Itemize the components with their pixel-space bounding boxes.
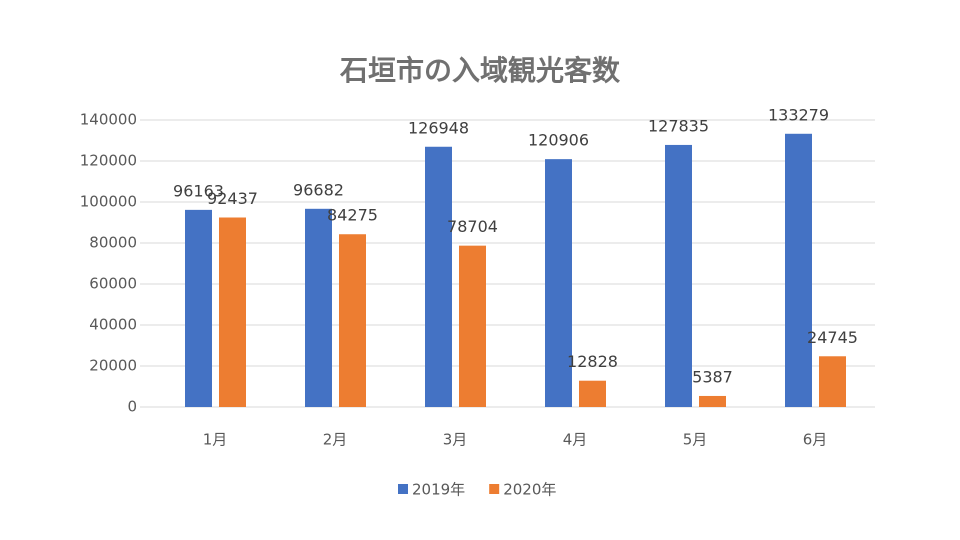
y-tick-label: 80000 [89,234,137,252]
y-tick-label: 100000 [80,193,137,211]
legend-swatch [398,484,408,494]
y-tick-label: 0 [127,398,137,416]
bar [339,234,366,407]
y-tick-label: 20000 [89,357,137,375]
y-tick-label: 60000 [89,275,137,293]
legend-swatch [489,484,500,494]
y-tick-label: 120000 [80,152,137,170]
data-label: 24745 [807,328,858,347]
data-label: 126948 [408,118,469,137]
data-label: 78704 [447,217,498,236]
data-label: 133279 [768,105,829,124]
bar [699,395,726,407]
bar [459,245,486,407]
x-tick-label: 2月 [323,431,348,449]
chart-title: 石垣市の入域観光客数 [339,54,621,87]
bar [305,208,332,407]
x-tick-label: 4月 [563,431,588,449]
legend-label: 2020年 [503,481,556,499]
bar [579,380,606,407]
bar [545,159,572,407]
bar [819,356,846,407]
bar [219,217,246,407]
data-label: 5387 [692,367,733,386]
y-tick-label: 140000 [80,111,137,129]
legend-label: 2019年 [412,481,465,499]
data-label: 12828 [567,352,618,371]
x-tick-label: 1月 [203,431,228,449]
data-label: 84275 [327,206,378,225]
data-label: 96682 [293,180,344,199]
bar [785,133,812,407]
data-label: 96163 [173,181,224,200]
data-label: 92437 [207,189,258,208]
y-tick-label: 40000 [89,316,137,334]
x-tick-label: 6月 [803,431,828,449]
data-label: 120906 [528,131,589,150]
x-tick-label: 5月 [683,431,708,449]
data-label: 127835 [648,116,709,135]
bar [425,146,452,408]
x-tick-label: 3月 [443,431,468,449]
bar [185,209,212,407]
bar [665,144,692,408]
